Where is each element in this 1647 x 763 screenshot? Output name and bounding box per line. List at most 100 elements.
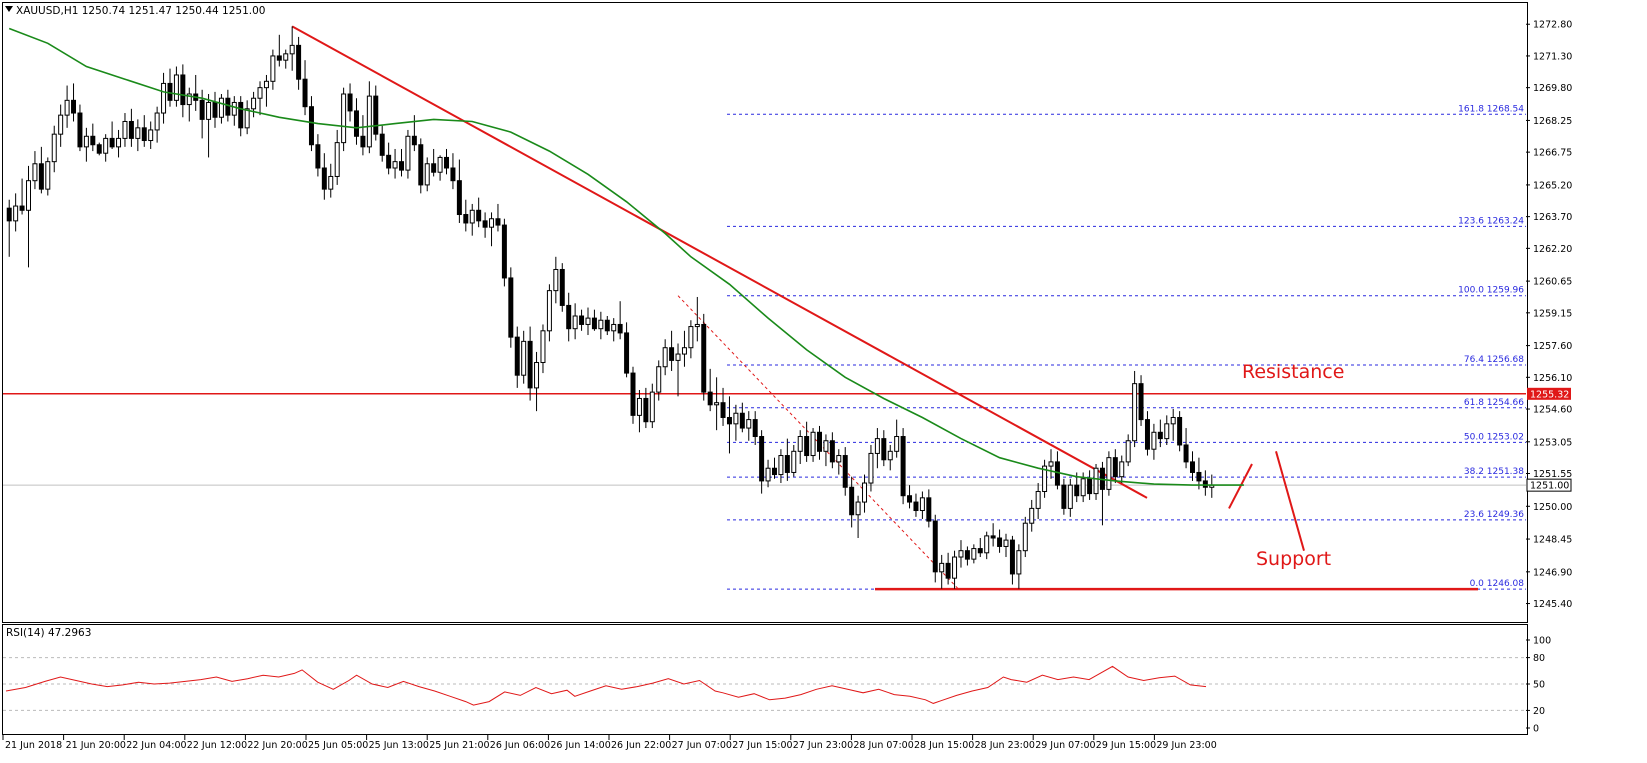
candle-body xyxy=(251,97,257,110)
price-tick-label: 1272.80 xyxy=(1533,20,1572,31)
candle-body xyxy=(829,440,835,463)
candle-body xyxy=(83,135,89,148)
fib-level-label: 23.6 1249.36 xyxy=(1464,510,1524,520)
candle-body xyxy=(932,520,938,573)
resistance-price-tag xyxy=(1527,387,1571,400)
candle-body xyxy=(1009,539,1015,575)
candle-body xyxy=(495,218,501,226)
price-tick-label: 1246.90 xyxy=(1533,567,1572,578)
time-tick-label: 28 Jun 23:00 xyxy=(975,740,1035,751)
candle-body xyxy=(952,556,958,579)
dropdown-triangle-icon[interactable] xyxy=(5,6,13,12)
candle-body xyxy=(1177,416,1183,446)
candle-body xyxy=(849,486,855,516)
candle-body xyxy=(1106,457,1112,490)
candle-body xyxy=(1074,484,1080,497)
candle-body xyxy=(1087,478,1093,495)
candle-body xyxy=(990,535,996,539)
candle-body xyxy=(64,99,70,116)
candle-body xyxy=(379,133,385,156)
candle-body xyxy=(617,323,623,334)
rsi-axis: 100 80 50 20 0 xyxy=(1526,636,1551,735)
support-annotation: Support xyxy=(1256,548,1331,570)
candle-body xyxy=(701,323,707,393)
candle-body xyxy=(874,438,880,454)
rsi-series xyxy=(5,665,1207,706)
candle-body xyxy=(1170,416,1176,425)
candle-body xyxy=(964,550,970,560)
rsi-line xyxy=(5,665,1207,706)
candle-body xyxy=(681,347,687,355)
candle-body xyxy=(894,436,900,452)
candle-body xyxy=(919,497,925,512)
rsi-panel-frame xyxy=(2,624,1528,735)
candle-body xyxy=(881,438,887,461)
candle-body xyxy=(630,372,636,416)
candle-body xyxy=(817,431,822,452)
candle-body xyxy=(1202,480,1208,488)
fib-level-label: 0.0 1246.08 xyxy=(1470,579,1525,589)
candle-body xyxy=(199,99,205,120)
candle-body xyxy=(6,207,12,222)
candle-body xyxy=(855,501,861,516)
candle-body xyxy=(926,497,932,522)
candle-body xyxy=(624,332,630,374)
time-tick-label: 29 Jun 15:00 xyxy=(1096,740,1156,751)
candle-body xyxy=(476,209,482,222)
time-tick-label: 22 Jun 12:00 xyxy=(187,740,247,751)
symbol-info: XAUUSD,H1 1250.74 1251.47 1250.44 1251.0… xyxy=(16,5,265,17)
candle-body xyxy=(1003,539,1009,547)
fib-level-label: 61.8 1254.66 xyxy=(1464,398,1524,408)
price-tick-label: 1248.45 xyxy=(1533,535,1572,546)
candle-body xyxy=(328,175,334,190)
candle-body xyxy=(263,80,269,89)
current-price-label: 1251.00 xyxy=(1530,481,1569,492)
candle-body xyxy=(900,436,906,497)
candle-body xyxy=(1048,461,1054,467)
time-tick-label: 26 Jun 06:00 xyxy=(490,740,550,751)
candle-body xyxy=(862,482,868,503)
candle-body xyxy=(353,110,359,137)
down-arrow-stroke xyxy=(1275,451,1305,551)
candle-body xyxy=(746,419,752,429)
candle-body xyxy=(913,501,919,512)
fib-level-label: 76.4 1256.68 xyxy=(1464,355,1524,365)
candle-body xyxy=(810,431,816,457)
candle-body xyxy=(244,108,250,129)
candle-body xyxy=(437,156,443,173)
candle-body xyxy=(1035,490,1041,509)
candle-body xyxy=(707,391,713,406)
candle-body xyxy=(180,74,186,106)
candle-body xyxy=(173,74,179,101)
price-tick-label: 1245.40 xyxy=(1533,599,1572,610)
time-tick-label: 25 Jun 21:00 xyxy=(429,740,489,751)
candle-body xyxy=(366,95,372,148)
fib-level-label: 38.2 1251.38 xyxy=(1464,467,1524,477)
candle-body xyxy=(636,397,642,416)
price-tick-label: 1253.05 xyxy=(1533,437,1572,448)
candle-body xyxy=(334,142,340,177)
candle-body xyxy=(611,323,617,332)
candle-body xyxy=(360,135,366,148)
candle-body xyxy=(1067,484,1073,509)
rsi-level-lines xyxy=(3,657,1526,711)
price-tick-label: 1259.15 xyxy=(1533,308,1572,319)
time-tick-label: 29 Jun 23:00 xyxy=(1156,740,1216,751)
candle-body xyxy=(1029,507,1035,524)
candle-body xyxy=(231,101,237,116)
candle-body xyxy=(315,144,321,169)
candle-body xyxy=(1080,478,1086,497)
time-tick-label: 25 Jun 05:00 xyxy=(308,740,368,751)
candle-body xyxy=(109,137,115,148)
candle-body xyxy=(38,163,44,190)
candle-body xyxy=(257,87,263,99)
fib-level-label: 161.8 1268.54 xyxy=(1458,104,1524,114)
candle-body xyxy=(752,419,758,438)
trend-drawings xyxy=(291,25,1478,591)
fib-level-label: 50.0 1253.02 xyxy=(1464,432,1524,442)
rsi-tick-label: 100 xyxy=(1533,636,1551,647)
candle-body xyxy=(386,154,392,169)
candle-body xyxy=(997,537,1003,547)
candle-body xyxy=(585,317,591,325)
